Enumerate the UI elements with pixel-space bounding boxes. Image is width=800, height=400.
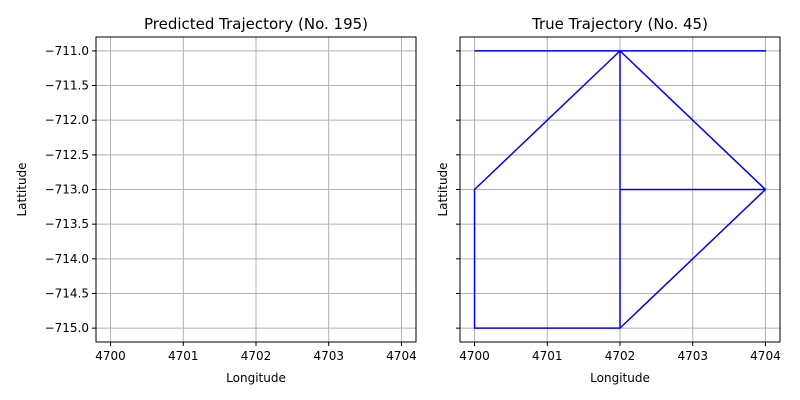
x-tick-label: 4703 — [677, 349, 708, 363]
y-tick-label: −713.5 — [45, 217, 89, 231]
y-tick-label: −713.0 — [45, 183, 89, 197]
x-tick-label: 4700 — [459, 349, 490, 363]
y-tick-label: −711.5 — [45, 79, 89, 93]
y-tick-label: −712.0 — [45, 113, 89, 127]
y-axis-label: Lattitude — [436, 162, 450, 216]
x-axis-label: Longitude — [590, 371, 650, 385]
y-tick-label: −714.0 — [45, 252, 89, 266]
x-tick-label: 4704 — [386, 349, 417, 363]
x-tick-label: 4701 — [168, 349, 199, 363]
true-trajectory-panel: 4700 4701 4702 4703 4704 True Trajectory (No… — [436, 15, 781, 385]
chart-title: Predicted Trajectory (No. 195) — [144, 15, 368, 33]
x-axis-label: Longitude — [226, 371, 286, 385]
predicted-trajectory-panel: 4700 4701 4702 4703 4704 −711.0 −711.5 −712.0 −7… — [15, 15, 417, 385]
chart-title: True Trajectory (No. 45) — [531, 15, 708, 33]
x-tick-label: 4701 — [532, 349, 563, 363]
x-tick-label: 4700 — [95, 349, 126, 363]
trajectory-line — [473, 50, 767, 329]
y-tick-label: −715.0 — [45, 321, 89, 335]
x-tick-label: 4703 — [313, 349, 344, 363]
y-axis-label: Lattitude — [15, 162, 29, 216]
x-tick-label: 4704 — [750, 349, 781, 363]
x-tick-label: 4702 — [605, 349, 636, 363]
y-tick-label: −714.5 — [45, 286, 89, 300]
x-tick-label: 4702 — [241, 349, 272, 363]
y-tick-label: −711.0 — [45, 44, 89, 58]
y-tick-label: −712.5 — [45, 148, 89, 162]
